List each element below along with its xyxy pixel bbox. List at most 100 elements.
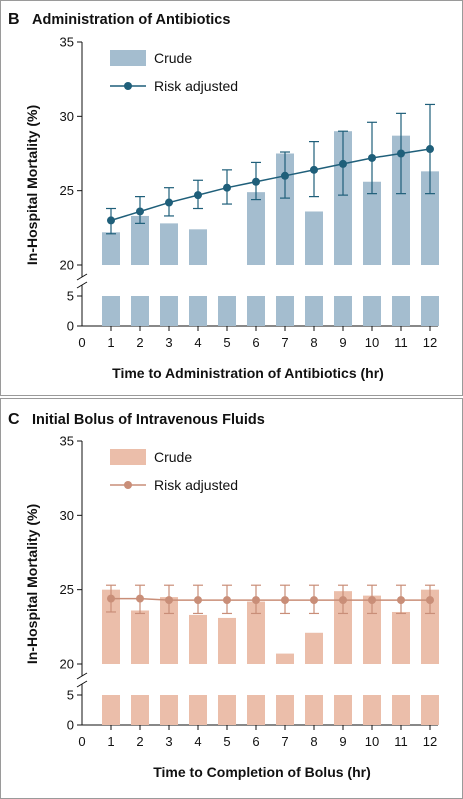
y-tick-label: 5 bbox=[67, 688, 74, 703]
crude-bar-lower bbox=[334, 695, 352, 725]
x-tick-label: 2 bbox=[136, 734, 143, 749]
crude-bar-lower bbox=[276, 296, 294, 326]
crude-bar-lower bbox=[131, 296, 149, 326]
crude-bar bbox=[363, 181, 381, 265]
crude-bar-lower bbox=[421, 296, 439, 326]
crude-bar bbox=[102, 589, 120, 664]
risk-adjusted-point bbox=[368, 153, 376, 162]
legend-risk-marker bbox=[124, 481, 132, 489]
crude-bar-lower bbox=[102, 296, 120, 326]
risk-adjusted-point bbox=[107, 594, 115, 603]
crude-bar bbox=[334, 591, 352, 664]
y-tick-label: 30 bbox=[60, 109, 74, 124]
crude-bar-lower bbox=[363, 695, 381, 725]
x-tick-label: 11 bbox=[394, 335, 408, 350]
legend-crude-label: Crude bbox=[154, 449, 192, 465]
panel-antibiotics: B Administration of Antibiotics In-Hospi… bbox=[0, 0, 463, 396]
x-tick-label: 10 bbox=[365, 734, 379, 749]
x-tick-label: 7 bbox=[281, 734, 288, 749]
legend-crude-label: Crude bbox=[154, 50, 192, 66]
crude-bar bbox=[276, 153, 294, 265]
axis-break-mark bbox=[76, 680, 88, 688]
crude-bar bbox=[131, 215, 149, 265]
y-tick-label: 5 bbox=[67, 289, 74, 304]
crude-bar-lower bbox=[218, 296, 236, 326]
risk-adjusted-point bbox=[310, 596, 318, 605]
risk-adjusted-point bbox=[368, 596, 376, 605]
x-tick-label: 5 bbox=[223, 734, 230, 749]
risk-adjusted-point bbox=[281, 596, 289, 605]
risk-adjusted-line bbox=[111, 597, 430, 601]
x-tick-label: 10 bbox=[365, 335, 379, 350]
panel-letter: B bbox=[8, 11, 20, 28]
crude-bar bbox=[305, 211, 323, 265]
legend-risk-label: Risk adjusted bbox=[154, 477, 238, 493]
risk-adjusted-point bbox=[252, 596, 260, 605]
chart-title: Administration of Antibiotics bbox=[32, 12, 230, 28]
x-tick-label: 9 bbox=[339, 734, 346, 749]
crude-bar bbox=[218, 617, 236, 664]
x-tick-label: 11 bbox=[394, 734, 408, 749]
crude-bar-lower bbox=[392, 296, 410, 326]
risk-adjusted-point bbox=[194, 596, 202, 605]
crude-bar bbox=[276, 653, 294, 664]
risk-adjusted-point bbox=[426, 596, 434, 605]
risk-adjusted-point bbox=[223, 183, 231, 192]
y-tick-label: 20 bbox=[60, 657, 74, 672]
x-tick-label: 12 bbox=[423, 335, 437, 350]
x-tick-label: 6 bbox=[252, 734, 259, 749]
x-tick-label: 5 bbox=[223, 335, 230, 350]
crude-bar-lower bbox=[276, 695, 294, 725]
crude-bar-lower bbox=[421, 695, 439, 725]
y-tick-label: 25 bbox=[60, 582, 74, 597]
x-tick-label: 7 bbox=[281, 335, 288, 350]
x-tick-label: 4 bbox=[194, 335, 201, 350]
x-tick-label: 8 bbox=[310, 734, 317, 749]
x-tick-label: 9 bbox=[339, 335, 346, 350]
crude-bar-lower bbox=[247, 695, 265, 725]
y-tick-label: 20 bbox=[60, 258, 74, 273]
risk-adjusted-point bbox=[107, 216, 115, 225]
x-axis-title: Time to Administration of Antibiotics (h… bbox=[112, 365, 384, 381]
crude-bar bbox=[363, 595, 381, 664]
x-tick-label: 4 bbox=[194, 734, 201, 749]
crude-bar-lower bbox=[131, 695, 149, 725]
x-tick-label: 6 bbox=[252, 335, 259, 350]
risk-adjusted-point bbox=[136, 207, 144, 216]
risk-adjusted-point bbox=[339, 159, 347, 168]
crude-bar-lower bbox=[247, 296, 265, 326]
risk-adjusted-point bbox=[281, 171, 289, 180]
axis-break-mark bbox=[76, 273, 88, 281]
crude-bar bbox=[160, 223, 178, 265]
crude-bar bbox=[247, 601, 265, 664]
crude-bar-lower bbox=[305, 296, 323, 326]
crude-bar bbox=[392, 611, 410, 664]
panel-letter: C bbox=[8, 411, 20, 428]
risk-adjusted-point bbox=[339, 596, 347, 605]
legend-crude-swatch bbox=[110, 449, 146, 465]
x-tick-label: 2 bbox=[136, 335, 143, 350]
risk-adjusted-point bbox=[426, 145, 434, 154]
x-tick-label: 1 bbox=[107, 734, 114, 749]
y-tick-label: 35 bbox=[60, 35, 74, 50]
crude-bar-lower bbox=[189, 695, 207, 725]
crude-bar bbox=[305, 632, 323, 664]
risk-adjusted-point bbox=[310, 165, 318, 174]
risk-adjusted-point bbox=[165, 596, 173, 605]
x-tick-label: 3 bbox=[165, 335, 172, 350]
crude-bar bbox=[102, 232, 120, 265]
crude-bar bbox=[421, 171, 439, 265]
axis-break-mark bbox=[76, 672, 88, 680]
panel-frame bbox=[0, 398, 463, 799]
risk-adjusted-point bbox=[136, 594, 144, 603]
y-tick-label: 25 bbox=[60, 183, 74, 198]
risk-adjusted-point bbox=[397, 149, 405, 158]
x-tick-label: 0 bbox=[78, 734, 85, 749]
crude-bar-lower bbox=[305, 695, 323, 725]
risk-adjusted-point bbox=[223, 596, 231, 605]
risk-adjusted-line bbox=[110, 148, 431, 222]
crude-bar-lower bbox=[218, 695, 236, 725]
crude-bar-lower bbox=[102, 695, 120, 725]
